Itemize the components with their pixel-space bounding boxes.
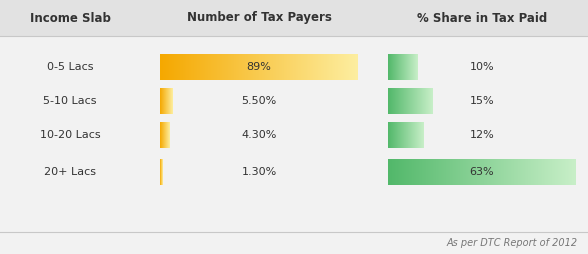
Bar	[0, 0, 588, 36]
Text: 5.50%: 5.50%	[242, 96, 276, 106]
Text: Number of Tax Payers: Number of Tax Payers	[186, 11, 332, 24]
Text: 12%: 12%	[470, 130, 495, 140]
Text: 5-10 Lacs: 5-10 Lacs	[44, 96, 97, 106]
Text: 15%: 15%	[470, 96, 495, 106]
Text: 10%: 10%	[470, 62, 495, 72]
Text: 89%: 89%	[246, 62, 272, 72]
Text: Income Slab: Income Slab	[29, 11, 111, 24]
Text: 1.30%: 1.30%	[242, 167, 276, 177]
Text: % Share in Tax Paid: % Share in Tax Paid	[417, 11, 547, 24]
Text: 10-20 Lacs: 10-20 Lacs	[39, 130, 101, 140]
Text: 20+ Lacs: 20+ Lacs	[44, 167, 96, 177]
Text: 63%: 63%	[470, 167, 495, 177]
Text: 4.30%: 4.30%	[241, 130, 277, 140]
Text: As per DTC Report of 2012: As per DTC Report of 2012	[447, 238, 578, 248]
Text: 0-5 Lacs: 0-5 Lacs	[47, 62, 93, 72]
